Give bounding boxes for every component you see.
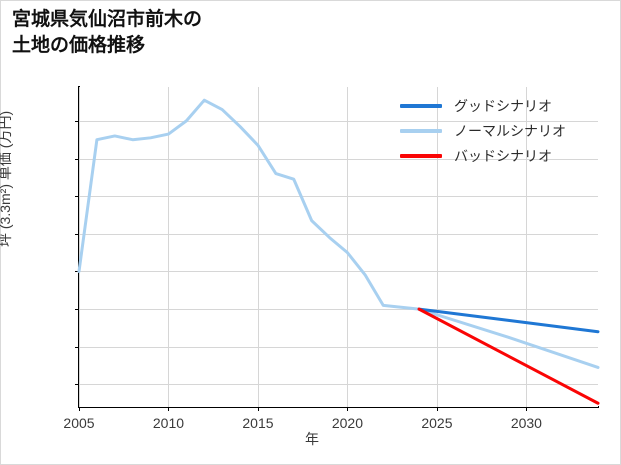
series-line [77, 98, 600, 369]
y-gridline [79, 346, 598, 348]
legend-color-swatch [400, 128, 442, 133]
y-tick-mark [75, 158, 79, 160]
y-gridline [79, 233, 598, 235]
x-gridline [79, 87, 80, 407]
legend-color-swatch [400, 153, 442, 158]
y-gridline [79, 271, 598, 273]
y-gridline [79, 158, 598, 160]
x-tick-label: 2015 [242, 415, 274, 431]
series-line [417, 307, 600, 334]
y-tick-mark [75, 196, 79, 198]
x-tick-mark [257, 407, 259, 411]
y-axis-label: 坪 (3.3m²) 単価 (万円) [0, 110, 13, 247]
y-tick-mark [75, 309, 79, 311]
series-lines [77, 98, 600, 405]
x-tick-label: 2030 [510, 415, 542, 431]
chart-legend: グッドシナリオ ノーマルシナリオ バッドシナリオ [400, 93, 610, 168]
x-gridline [526, 87, 528, 407]
legend-label: ノーマルシナリオ [454, 122, 566, 139]
y-gridline [79, 309, 598, 311]
y-gridline [79, 120, 598, 122]
x-gridline [168, 87, 170, 407]
x-axis-label: 年 [305, 431, 319, 447]
x-tick-mark [347, 407, 349, 411]
x-tick-label: 2020 [331, 415, 364, 431]
x-tick-mark [526, 407, 528, 411]
x-axis-spine [78, 406, 599, 408]
x-tick-mark [79, 407, 80, 411]
y-gridline [79, 196, 598, 198]
y-tick-mark [75, 271, 79, 273]
legend-label: バッドシナリオ [454, 147, 552, 164]
x-tick-mark [168, 407, 170, 411]
page-title: 宮城県気仙沼市前木の 土地の価格推移 [12, 9, 203, 56]
legend-item[interactable]: バッドシナリオ [400, 143, 610, 168]
x-tick-label: 2025 [421, 415, 453, 431]
y-gridline [79, 384, 598, 386]
x-tick-label: 2010 [152, 415, 185, 431]
x-gridline [347, 87, 349, 407]
series-line [417, 307, 600, 405]
y-tick-mark [75, 233, 79, 235]
legend-item[interactable]: ノーマルシナリオ [400, 118, 610, 143]
x-gridline [436, 87, 438, 407]
y-tick-mark [75, 384, 79, 386]
x-tick-mark [436, 407, 438, 411]
plot-area: 1.82.02.22.42.62.83.03.22005201020152020… [63, 87, 600, 431]
y-tick-mark [75, 120, 79, 122]
x-tick-label: 2005 [63, 415, 95, 431]
legend-label: グッドシナリオ [454, 97, 552, 114]
x-gridline [257, 87, 259, 407]
legend-color-swatch [400, 103, 442, 108]
legend-item[interactable]: グッドシナリオ [400, 93, 610, 118]
y-tick-mark [75, 346, 79, 348]
